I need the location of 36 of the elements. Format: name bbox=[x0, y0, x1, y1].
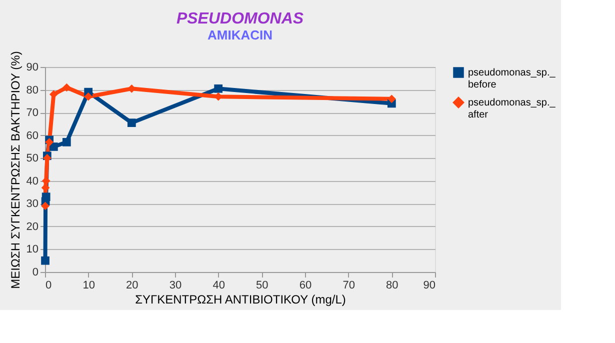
y-axis-title: ΜΕΙΩΣΗ ΣΥΓΚΕΝΤΡΩΣΗΣ ΒΑΚΤΗΡΙΟΥ (%) bbox=[8, 51, 22, 289]
point bbox=[62, 138, 71, 146]
point bbox=[84, 92, 93, 101]
chart-title: PSEUDOMONAS bbox=[176, 10, 304, 28]
y-tick-label: 0 bbox=[32, 266, 38, 278]
legend-label: pseudomonas_sp._after bbox=[468, 98, 556, 120]
point bbox=[127, 118, 136, 127]
y-tick-label: 60 bbox=[26, 130, 38, 142]
y-tick-label: 40 bbox=[26, 175, 38, 188]
x-tick-label: 40 bbox=[212, 280, 225, 292]
y-tick-label: 10 bbox=[26, 244, 38, 256]
x-tick-label: 30 bbox=[169, 280, 182, 292]
point bbox=[41, 202, 50, 210]
chart-subtitle: AMIKACIN bbox=[208, 28, 272, 43]
point bbox=[49, 142, 58, 151]
point bbox=[42, 192, 50, 202]
y-tick-label: 30 bbox=[26, 198, 38, 210]
point bbox=[41, 256, 50, 265]
x-tick-label: 90 bbox=[423, 280, 436, 292]
x-tick-label: 20 bbox=[126, 280, 138, 292]
y-tick-label: 20 bbox=[26, 220, 38, 233]
y-tick-label: 90 bbox=[26, 62, 38, 74]
y-tick-label: 80 bbox=[26, 84, 38, 96]
x-tick-label: 10 bbox=[82, 280, 95, 292]
x-tick-label: 70 bbox=[342, 280, 355, 292]
x-axis-title: ΣΥΓΚΕΝΤΡΩΣΗ ΑΝΤΙΒΙΟΤΙΚΟΥ (mg/L) bbox=[135, 292, 346, 306]
x-tick-label: 80 bbox=[386, 280, 398, 292]
point bbox=[214, 84, 223, 93]
point bbox=[62, 83, 71, 92]
x-tick-label: 0 bbox=[46, 280, 52, 292]
y-tick-label: 50 bbox=[26, 152, 38, 165]
x-tick-label: 60 bbox=[299, 280, 312, 292]
x-tick-label: 50 bbox=[256, 280, 268, 292]
legend-label: pseudomonas_sp._before bbox=[468, 68, 556, 90]
y-tick-label: 70 bbox=[26, 107, 38, 120]
point bbox=[387, 94, 396, 104]
